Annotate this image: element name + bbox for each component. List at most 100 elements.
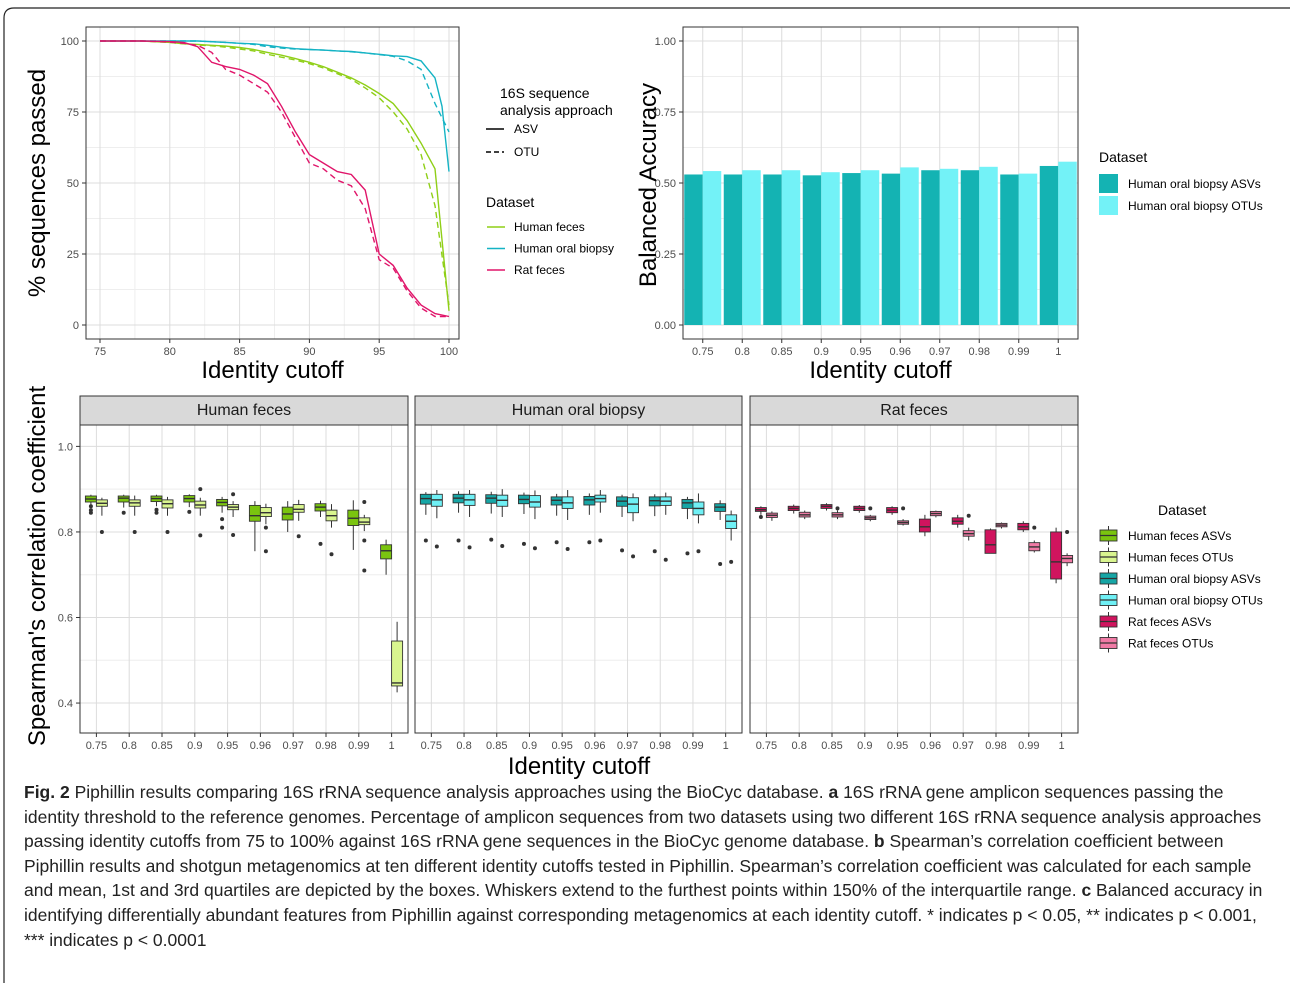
legend-color-title: Dataset [486, 194, 534, 210]
outlier-point [685, 551, 690, 556]
legend-color-label: Rat feces [514, 263, 565, 277]
x-tick-label: 0.98 [650, 740, 671, 752]
bar [1018, 173, 1038, 325]
outlier-point [620, 548, 625, 553]
caption-c-text: Balanced accuracy in identifying differe… [24, 880, 1263, 950]
legend-label: Human oral biopsy OTUs [1128, 199, 1263, 213]
x-tick-label: 0.95 [217, 740, 238, 752]
legend-label: Human oral biopsy OTUs [1128, 594, 1263, 608]
bar [921, 170, 940, 325]
x-tick-label: 0.99 [1008, 346, 1029, 358]
outlier-point [263, 525, 268, 530]
bar [781, 170, 801, 325]
x-tick-label: 80 [164, 346, 176, 358]
outlier-point [88, 504, 93, 509]
outlier-point [489, 537, 494, 542]
caption-fig-label: Fig. 2 [24, 782, 70, 802]
outlier-point [220, 525, 225, 530]
legend-color-label: Human feces [514, 220, 585, 234]
y-tick-label: 0.8 [58, 527, 73, 539]
box [984, 529, 997, 554]
x-tick-label: 0.99 [682, 740, 703, 752]
x-tick-label: 0.75 [421, 740, 442, 752]
x-tick-label: 85 [233, 346, 245, 358]
x-tick-label: 0.9 [522, 740, 537, 752]
outlier-point [121, 510, 126, 515]
x-tick-label: 0.96 [890, 346, 911, 358]
x-tick-label: 95 [373, 346, 385, 358]
caption-a-label: a [828, 782, 839, 802]
legend-linetype-title: 16S sequence [500, 85, 590, 101]
panel-b: Human feces 0.75 0.8 0.85 0.9 0.95 0.96 0.97 0.9… [24, 386, 1263, 780]
outlier-point [467, 545, 472, 550]
x-tick-label: 0.98 [969, 346, 990, 358]
outlier-point [631, 554, 636, 559]
legend-label: Human oral biopsy ASVs [1128, 177, 1261, 191]
y-tick-label: 1.00 [655, 36, 676, 48]
legend-title: Dataset [1158, 502, 1206, 518]
x-tick-label: 0.9 [814, 346, 829, 358]
x-tick-label: 75 [94, 346, 106, 358]
bar [960, 170, 980, 325]
outlier-point [88, 508, 93, 513]
legend-label: Human feces ASVs [1128, 529, 1231, 543]
caption-b-label: b [873, 831, 885, 852]
box [380, 544, 393, 560]
outlier-point [154, 510, 159, 515]
y-tick-label: 0.50 [655, 178, 676, 190]
outlier-point [554, 540, 559, 545]
bar [979, 166, 998, 325]
x-tick-label: 0.96 [920, 740, 941, 752]
panel-a-border [85, 26, 460, 340]
y-tick-label: 75 [67, 107, 79, 119]
facet-panel: Human oral biopsy 0.75 0.8 0.85 0.9 0.95 0.96 0… [414, 395, 743, 752]
figure-caption: Fig. 2 Piphillin results comparing 16S r… [24, 780, 1274, 952]
x-tick-label: 0.75 [86, 740, 107, 752]
box [292, 504, 305, 513]
x-tick-label: 0.8 [792, 740, 807, 752]
y-tick-label: 0 [73, 320, 79, 332]
y-tick-label: 0.25 [655, 249, 676, 261]
facet-plot-area [80, 425, 408, 733]
box [583, 495, 596, 506]
outlier-point [729, 559, 734, 564]
outlier-point [318, 541, 323, 546]
x-tick-label: 90 [303, 346, 315, 358]
x-tick-label: 1 [389, 740, 395, 752]
bar [1000, 174, 1019, 325]
box [391, 640, 404, 687]
outlier-point [500, 544, 505, 549]
bar [842, 173, 861, 325]
bar [900, 167, 919, 325]
caption-b-text: Spearman’s correlation coefficient betwe… [24, 831, 1252, 901]
y-tick-label: 100 [61, 36, 79, 48]
outlier-point [532, 546, 537, 551]
outlier-point [231, 532, 236, 537]
bar [1058, 161, 1077, 325]
x-tick-label: 0.85 [771, 346, 792, 358]
outlier-point [263, 549, 268, 554]
legend-label: Rat feces OTUs [1128, 637, 1213, 651]
outlier-point [652, 549, 657, 554]
outlier-point [99, 529, 104, 534]
outlier-point [154, 507, 159, 512]
outlier-point [220, 517, 225, 522]
x-tick-label: 0.9 [187, 740, 202, 752]
facet-panel: Human feces 0.75 0.8 0.85 0.9 0.95 0.96 0.97 0.9… [79, 395, 409, 752]
outlier-point [423, 538, 428, 543]
outlier-point [434, 544, 439, 549]
x-tick-label: 0.95 [551, 740, 572, 752]
legend-linetype-title: analysis approach [500, 102, 613, 118]
facet-title: Human oral biopsy [512, 402, 645, 419]
outlier-point [966, 513, 971, 518]
outlier-point [198, 487, 203, 492]
outlier-point [663, 557, 668, 562]
bar [860, 170, 880, 325]
x-tick-label: 0.85 [821, 740, 842, 752]
x-tick-label: 0.97 [929, 346, 950, 358]
box [918, 518, 931, 533]
x-tick-label: 0.97 [952, 740, 973, 752]
bar [802, 175, 822, 325]
box [627, 497, 639, 514]
